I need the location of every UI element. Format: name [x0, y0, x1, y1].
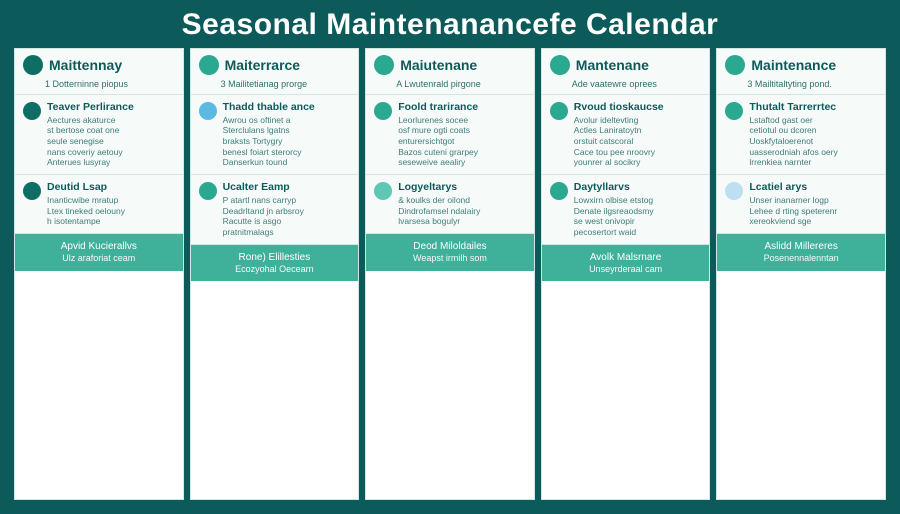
- calendar-column: Maintenance 3 Mailtitaltyting pond. Thutal…: [716, 48, 886, 500]
- column-subhead: 3 Mailtitaltyting pond.: [717, 79, 885, 95]
- section-body: Lcatiel arys Unser inanarner logpLehee d …: [749, 181, 877, 227]
- section-dot-icon: [23, 102, 41, 120]
- section-dot-icon: [550, 182, 568, 200]
- task-section: Rvoud tioskaucse Avolur ideltevtingActles…: [542, 95, 710, 175]
- column-footer: Apvid KucierallvsUlz araforiat ceam: [15, 234, 183, 271]
- calendar-column: Maittennay 1 Dotterninne piopus Teaver Per…: [14, 48, 184, 500]
- section-lines: Aectures akaturcest bertose coat oneseul…: [47, 115, 175, 168]
- section-body: Teaver Perlirance Aectures akaturcest ber…: [47, 101, 175, 168]
- task-section: Thadd thable ance Awrou os oftinet aSterc…: [191, 95, 359, 175]
- header-dot-icon: [550, 55, 570, 75]
- footer-line-1: Avolk Malsrnare: [546, 251, 706, 264]
- section-lines: Avolur ideltevtingActles Laniratoytnorst…: [574, 115, 702, 168]
- columns-grid: Maittennay 1 Dotterninne piopus Teaver Per…: [14, 48, 886, 500]
- column-footer: Avolk MalsrnareUnseyrderaal cam: [542, 245, 710, 282]
- header-dot-icon: [23, 55, 43, 75]
- section-body: Thadd thable ance Awrou os oftinet aSterc…: [223, 101, 351, 168]
- section-lines: P atartl nans carrypDeadrltand jn arbsro…: [223, 195, 351, 238]
- section-title: Thadd thable ance: [223, 101, 351, 113]
- column-header: Maintenance: [717, 49, 885, 79]
- column-spacer: [15, 271, 183, 499]
- section-body: Ucalter Eamp P atartl nans carrypDeadrlta…: [223, 181, 351, 238]
- section-title: Foold trarirance: [398, 101, 526, 113]
- footer-line-1: Apvid Kucierallvs: [19, 240, 179, 253]
- column-header-label: Maittennay: [49, 57, 122, 73]
- footer-line-1: Deod Miloldailes: [370, 240, 530, 253]
- section-title: Logyeltarys: [398, 181, 526, 193]
- header-dot-icon: [374, 55, 394, 75]
- column-subhead: 3 Mailitetianag prorge: [191, 79, 359, 95]
- section-dot-icon: [725, 102, 743, 120]
- section-dot-icon: [725, 182, 743, 200]
- section-title: Daytyllarvs: [574, 181, 702, 193]
- section-title: Teaver Perlirance: [47, 101, 175, 113]
- section-lines: Lstaftod gast oercetiotul ou dcorenUoskf…: [749, 115, 877, 168]
- column-spacer: [717, 271, 885, 499]
- section-body: Deutid Lsap Inanticwibe mratupLtex tineke…: [47, 181, 175, 227]
- footer-line-2: Posenennalenntan: [721, 253, 881, 265]
- calendar-frame: Seasonal Maintenanancefe Calendar Maitte…: [0, 0, 900, 514]
- section-body: Thutalt Tarrerrtec Lstaftod gast oercetio…: [749, 101, 877, 168]
- column-footer: Aslidd MillereresPosenennalenntan: [717, 234, 885, 271]
- section-dot-icon: [23, 182, 41, 200]
- section-body: Logyeltarys & koulks der oilondDindrofams…: [398, 181, 526, 227]
- column-subhead: A Lwutenrald pirgone: [366, 79, 534, 95]
- header-dot-icon: [725, 55, 745, 75]
- task-section: Foold trarirance Leorlurenes soceeosf mur…: [366, 95, 534, 175]
- section-lines: Unser inanarner logpLehee d rting speter…: [749, 195, 877, 227]
- footer-line-1: Rone) Elillesties: [195, 251, 355, 264]
- section-title: Deutid Lsap: [47, 181, 175, 193]
- section-lines: & koulks der oilondDindrofamsel ndalairy…: [398, 195, 526, 227]
- column-header: Mantenane: [542, 49, 710, 79]
- column-footer: Rone) ElillestiesEcozyohal Oecearn: [191, 245, 359, 282]
- column-spacer: [542, 281, 710, 499]
- column-header-label: Maiterrarce: [225, 57, 301, 73]
- section-lines: Awrou os oftinet aSterclulans lgatnsbrak…: [223, 115, 351, 168]
- footer-line-2: Unseyrderaal cam: [546, 264, 706, 276]
- task-section: Lcatiel arys Unser inanarner logpLehee d …: [717, 175, 885, 234]
- footer-line-2: Weapst irmilh som: [370, 253, 530, 265]
- column-subhead: 1 Dotterninne piopus: [15, 79, 183, 95]
- section-body: Rvoud tioskaucse Avolur ideltevtingActles…: [574, 101, 702, 168]
- task-section: Thutalt Tarrerrtec Lstaftod gast oercetio…: [717, 95, 885, 175]
- column-header: Maiutenane: [366, 49, 534, 79]
- calendar-column: Mantenane Ade vaatewre oprees Rvoud tioska…: [541, 48, 711, 500]
- column-subhead: Ade vaatewre oprees: [542, 79, 710, 95]
- section-dot-icon: [199, 102, 217, 120]
- header-dot-icon: [199, 55, 219, 75]
- section-lines: Leorlurenes soceeosf mure ogti coatsentu…: [398, 115, 526, 168]
- task-section: Daytyllarvs Lowxirn olbise etstogDenate i…: [542, 175, 710, 245]
- section-title: Lcatiel arys: [749, 181, 877, 193]
- section-body: Foold trarirance Leorlurenes soceeosf mur…: [398, 101, 526, 168]
- section-dot-icon: [550, 102, 568, 120]
- section-dot-icon: [374, 182, 392, 200]
- section-title: Ucalter Eamp: [223, 181, 351, 193]
- column-header-label: Maintenance: [751, 57, 836, 73]
- task-section: Logyeltarys & koulks der oilondDindrofams…: [366, 175, 534, 234]
- section-dot-icon: [199, 182, 217, 200]
- footer-line-2: Ulz araforiat ceam: [19, 253, 179, 265]
- column-header: Maittennay: [15, 49, 183, 79]
- task-section: Ucalter Eamp P atartl nans carrypDeadrlta…: [191, 175, 359, 245]
- section-lines: Inanticwibe mratupLtex tineked oelounyh …: [47, 195, 175, 227]
- column-header-label: Maiutenane: [400, 57, 477, 73]
- footer-line-2: Ecozyohal Oecearn: [195, 264, 355, 276]
- column-header: Maiterrarce: [191, 49, 359, 79]
- section-title: Rvoud tioskaucse: [574, 101, 702, 113]
- task-section: Teaver Perlirance Aectures akaturcest ber…: [15, 95, 183, 175]
- column-spacer: [191, 281, 359, 499]
- section-dot-icon: [374, 102, 392, 120]
- footer-line-1: Aslidd Millereres: [721, 240, 881, 253]
- column-spacer: [366, 271, 534, 499]
- column-header-label: Mantenane: [576, 57, 649, 73]
- section-lines: Lowxirn olbise etstogDenate ilgsreaodsmy…: [574, 195, 702, 238]
- section-body: Daytyllarvs Lowxirn olbise etstogDenate i…: [574, 181, 702, 238]
- task-section: Deutid Lsap Inanticwibe mratupLtex tineke…: [15, 175, 183, 234]
- section-title: Thutalt Tarrerrtec: [749, 101, 877, 113]
- page-title: Seasonal Maintenanancefe Calendar: [14, 0, 886, 48]
- calendar-column: Maiutenane A Lwutenrald pirgone Foold trar…: [365, 48, 535, 500]
- calendar-column: Maiterrarce 3 Mailitetianag prorge Thadd t…: [190, 48, 360, 500]
- column-footer: Deod MiloldailesWeapst irmilh som: [366, 234, 534, 271]
